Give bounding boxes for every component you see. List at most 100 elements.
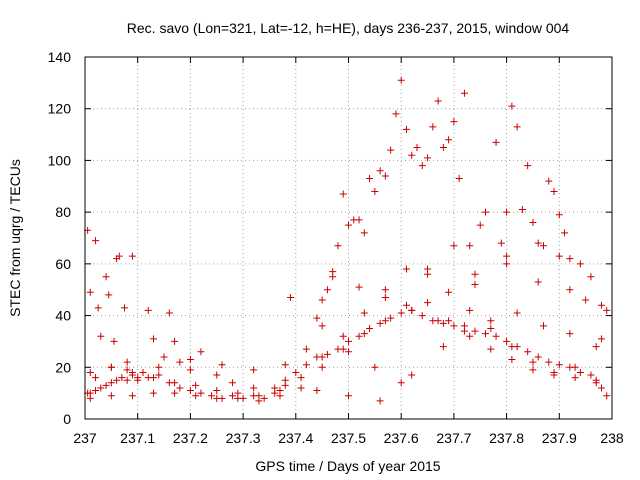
data-point <box>545 177 553 185</box>
data-point <box>571 374 579 382</box>
x-tick-label: 237.5 <box>331 430 366 446</box>
data-point <box>255 392 263 400</box>
data-point <box>213 371 221 379</box>
data-point <box>297 384 305 392</box>
data-point <box>155 363 163 371</box>
data-point <box>534 353 542 361</box>
data-point <box>345 337 352 345</box>
data-point <box>402 265 410 273</box>
data-point <box>110 337 118 345</box>
data-point <box>534 239 542 247</box>
x-tick-label: 238 <box>600 430 624 446</box>
data-point <box>424 154 432 162</box>
data-point <box>128 392 136 400</box>
data-point <box>355 283 363 291</box>
data-point <box>492 138 500 146</box>
data-point <box>418 162 426 170</box>
data-point <box>144 306 152 314</box>
data-point <box>508 102 516 110</box>
data-point <box>234 389 242 397</box>
data-point <box>102 381 110 389</box>
data-points <box>84 76 611 405</box>
data-point <box>360 229 368 237</box>
data-point <box>366 325 374 332</box>
data-point <box>323 350 331 358</box>
data-point <box>292 368 300 376</box>
data-point <box>439 319 447 327</box>
data-point <box>150 335 158 343</box>
data-point <box>360 309 368 317</box>
data-point <box>424 299 432 307</box>
data-point <box>381 286 389 294</box>
data-point <box>402 125 410 133</box>
data-point <box>107 363 115 371</box>
data-point <box>592 343 600 351</box>
data-point <box>582 296 590 304</box>
data-point <box>302 345 310 353</box>
grid-lines <box>85 57 612 419</box>
data-point <box>466 306 474 314</box>
data-point <box>218 361 226 369</box>
data-point <box>123 376 131 384</box>
data-point <box>334 242 342 250</box>
data-point <box>445 317 453 325</box>
data-point <box>297 374 305 382</box>
data-point <box>250 384 258 392</box>
data-point <box>313 314 321 322</box>
data-point <box>576 368 584 376</box>
data-point <box>487 325 495 332</box>
data-point <box>597 335 605 343</box>
data-point <box>450 242 458 250</box>
data-point <box>281 361 289 369</box>
x-tick-label: 237.1 <box>120 430 155 446</box>
data-point <box>524 348 532 356</box>
data-point <box>592 376 600 384</box>
data-point <box>186 356 194 364</box>
data-point <box>113 376 121 384</box>
data-point <box>318 363 326 371</box>
data-point <box>150 389 158 397</box>
data-point <box>445 288 453 296</box>
y-tick-label: 20 <box>55 359 71 375</box>
data-point <box>339 345 347 353</box>
data-point <box>376 167 384 175</box>
data-point <box>508 343 516 351</box>
x-tick-label: 237.9 <box>542 430 577 446</box>
data-point <box>376 397 384 405</box>
data-point <box>566 255 574 263</box>
data-point <box>134 376 142 384</box>
y-tick-label: 60 <box>55 256 71 272</box>
data-point <box>123 366 131 374</box>
data-point <box>603 306 611 314</box>
data-point <box>482 330 490 338</box>
data-point <box>529 358 537 366</box>
data-point <box>150 374 158 382</box>
data-point <box>413 144 421 151</box>
data-point <box>471 281 479 289</box>
data-point <box>139 368 147 376</box>
data-point <box>318 322 326 330</box>
data-point <box>92 237 100 245</box>
data-point <box>503 260 511 268</box>
data-point <box>381 293 389 301</box>
x-tick-label: 237.6 <box>384 430 419 446</box>
data-point <box>213 387 221 395</box>
data-point <box>529 366 537 374</box>
data-point <box>524 162 532 170</box>
data-point <box>408 306 416 314</box>
data-point <box>355 332 363 340</box>
data-point <box>366 175 374 183</box>
data-point <box>550 187 558 195</box>
data-point <box>86 368 94 376</box>
data-point <box>471 270 479 278</box>
data-point <box>107 379 115 387</box>
data-point <box>513 123 521 131</box>
data-point <box>97 332 105 340</box>
data-point <box>207 392 215 400</box>
data-point <box>392 110 400 118</box>
data-point <box>323 286 331 294</box>
data-point <box>597 384 605 392</box>
data-point <box>105 291 113 299</box>
data-point <box>571 363 579 371</box>
